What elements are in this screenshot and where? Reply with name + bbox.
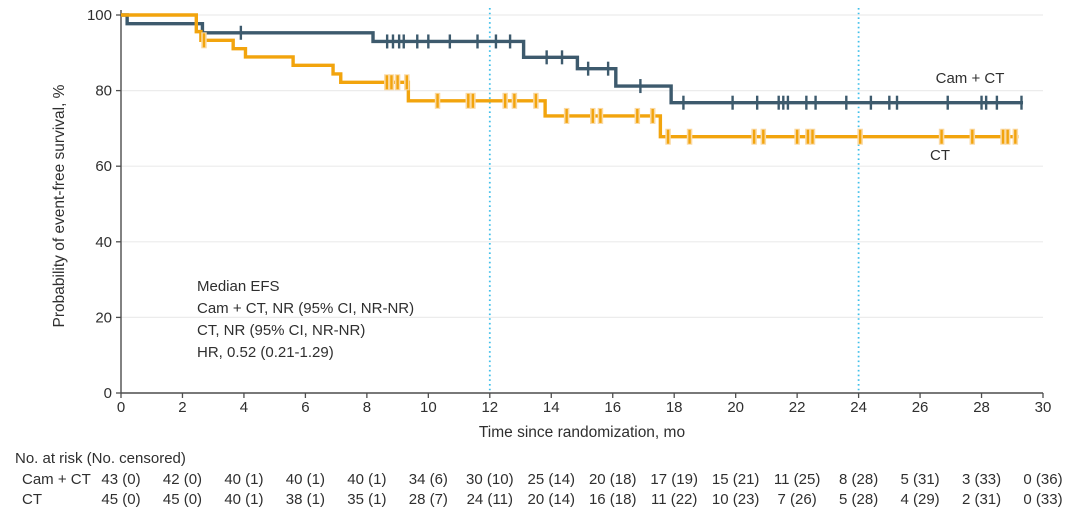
- risk-value-camct-m28: 3 (33): [962, 471, 1001, 488]
- risk-value-ct-m26: 4 (29): [900, 491, 939, 508]
- risk-value-camct-m26: 5 (31): [900, 471, 939, 488]
- risk-value-camct-m20: 15 (21): [712, 471, 760, 488]
- x-tick-label-26: 26: [912, 399, 929, 416]
- y-tick-label-60: 60: [95, 158, 112, 175]
- risk-value-ct-m0: 45 (0): [101, 491, 140, 508]
- camct-curve-label: Cam + CT: [936, 70, 1005, 87]
- ct-curve-label: CT: [930, 147, 950, 164]
- risk-value-ct-m30: 0 (33): [1023, 491, 1062, 508]
- risk-row-label-ct: CT: [22, 491, 42, 508]
- x-tick-label-18: 18: [666, 399, 683, 416]
- risk-value-camct-m10: 34 (6): [409, 471, 448, 488]
- x-tick-label-22: 22: [789, 399, 806, 416]
- risk-value-camct-m18: 17 (19): [650, 471, 698, 488]
- x-tick-label-2: 2: [178, 399, 186, 416]
- y-tick-label-40: 40: [95, 234, 112, 251]
- risk-value-ct-m18: 11 (22): [651, 491, 697, 508]
- risk-value-camct-m0: 43 (0): [101, 471, 140, 488]
- risk-value-camct-m6: 40 (1): [286, 471, 325, 488]
- risk-value-camct-m2: 42 (0): [163, 471, 202, 488]
- x-axis-label: Time since randomization, mo: [479, 424, 685, 441]
- risk-value-ct-m2: 45 (0): [163, 491, 202, 508]
- x-tick-label-28: 28: [973, 399, 990, 416]
- risk-value-camct-m22: 11 (25): [774, 471, 820, 488]
- risk-value-camct-m16: 20 (18): [589, 471, 637, 488]
- x-tick-label-20: 20: [727, 399, 744, 416]
- risk-value-ct-m14: 20 (14): [528, 491, 576, 508]
- risk-value-ct-m20: 10 (23): [712, 491, 760, 508]
- annotation-hazard-ratio: HR, 0.52 (0.21-1.29): [197, 344, 334, 361]
- risk-value-camct-m8: 40 (1): [347, 471, 386, 488]
- risk-value-ct-m10: 28 (7): [409, 491, 448, 508]
- risk-value-ct-m8: 35 (1): [347, 491, 386, 508]
- x-tick-label-6: 6: [301, 399, 309, 416]
- annotation-camct-ci: Cam + CT, NR (95% CI, NR-NR): [197, 300, 414, 317]
- y-tick-label-0: 0: [104, 385, 112, 402]
- risk-value-camct-m12: 30 (10): [466, 471, 514, 488]
- risk-value-ct-m6: 38 (1): [286, 491, 325, 508]
- risk-value-ct-m12: 24 (11): [467, 491, 513, 508]
- x-tick-label-4: 4: [240, 399, 248, 416]
- y-tick-label-20: 20: [95, 309, 112, 326]
- risk-value-camct-m30: 0 (36): [1023, 471, 1062, 488]
- x-tick-label-0: 0: [117, 399, 125, 416]
- risk-value-ct-m4: 40 (1): [224, 491, 263, 508]
- risk-value-camct-m14: 25 (14): [528, 471, 576, 488]
- chart-dynamic-over-layer: 43 (0) 42 (0) 40 (1) 40 (1) 40 (1) 34 (6) 30 (…: [101, 13, 1063, 508]
- x-tick-label-30: 30: [1035, 399, 1052, 416]
- x-tick-label-16: 16: [604, 399, 621, 416]
- y-tick-label-100: 100: [87, 7, 112, 24]
- survival-curve-camct: [121, 13, 1024, 105]
- risk-value-ct-m24: 5 (28): [839, 491, 878, 508]
- risk-table-header: No. at risk (No. censored): [15, 450, 186, 467]
- risk-row-label-camct: Cam + CT: [22, 471, 91, 488]
- survival-curve-ct: [121, 13, 1019, 139]
- risk-value-camct-m4: 40 (1): [224, 471, 263, 488]
- x-tick-label-24: 24: [850, 399, 867, 416]
- risk-value-ct-m28: 2 (31): [962, 491, 1001, 508]
- x-tick-label-12: 12: [481, 399, 498, 416]
- annotation-ct-ci: CT, NR (95% CI, NR-NR): [197, 322, 365, 339]
- x-tick-label-10: 10: [420, 399, 437, 416]
- x-tick-label-8: 8: [363, 399, 371, 416]
- y-axis-label: Probability of event-free survival, %: [51, 84, 68, 327]
- risk-value-ct-m16: 16 (18): [589, 491, 637, 508]
- x-tick-label-14: 14: [543, 399, 560, 416]
- risk-value-ct-m22: 7 (26): [778, 491, 817, 508]
- risk-value-camct-m24: 8 (28): [839, 471, 878, 488]
- y-tick-label-80: 80: [95, 83, 112, 100]
- annotation-median-efs: Median EFS: [197, 278, 280, 295]
